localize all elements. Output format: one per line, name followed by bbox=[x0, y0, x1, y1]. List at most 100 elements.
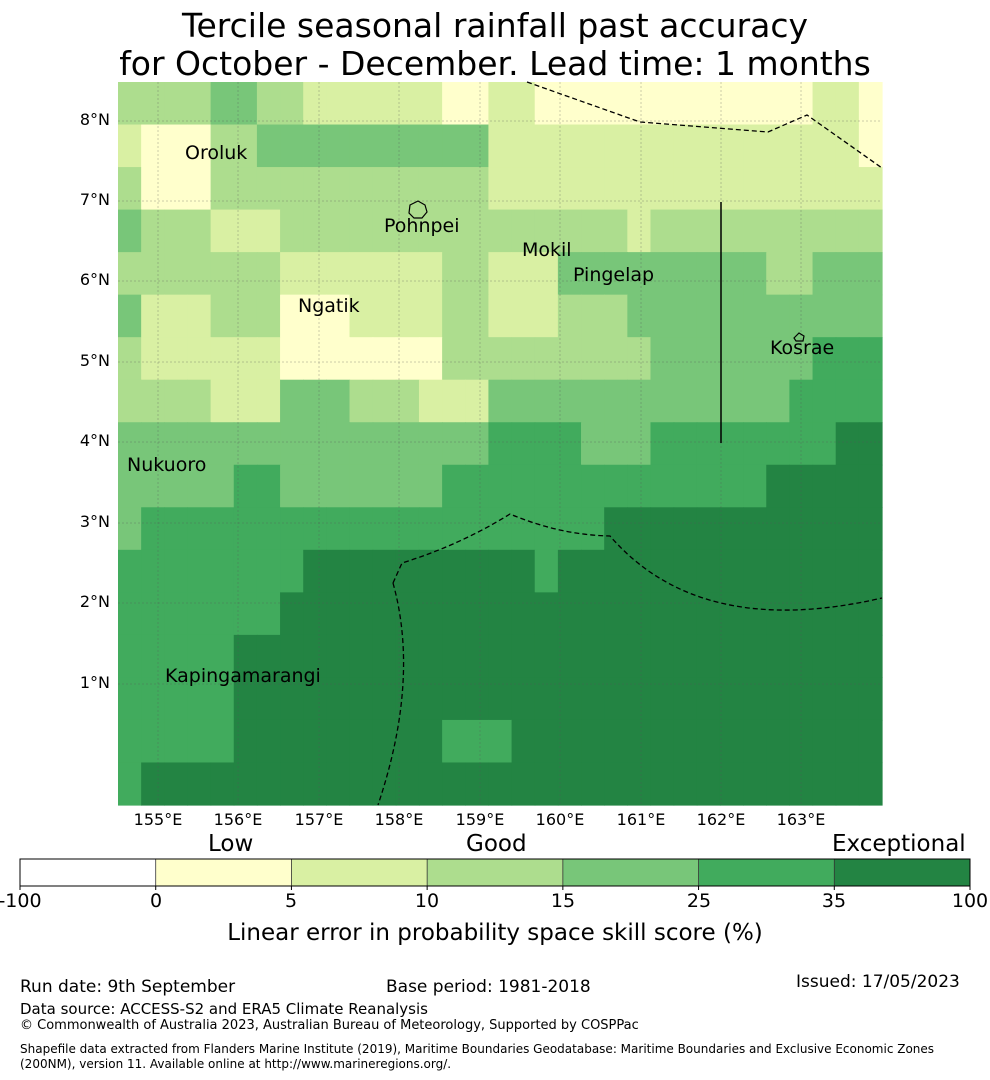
grid-cell bbox=[766, 634, 790, 679]
grid-cell bbox=[233, 719, 258, 764]
grid-cell bbox=[280, 762, 304, 806]
grid-cell bbox=[418, 634, 443, 679]
grid-cell bbox=[349, 464, 374, 508]
grid-cell bbox=[326, 634, 351, 679]
grid-cell bbox=[696, 634, 721, 679]
grid-cell bbox=[766, 379, 790, 423]
grid-cell bbox=[326, 549, 351, 593]
grid-cell bbox=[303, 209, 327, 253]
grid-cell bbox=[488, 634, 513, 679]
grid-cell bbox=[465, 422, 490, 466]
grid-cell bbox=[256, 677, 281, 721]
grid-cell bbox=[372, 592, 397, 636]
grid-cell bbox=[280, 252, 304, 296]
grid-cell bbox=[118, 167, 142, 211]
grid-cell bbox=[141, 82, 165, 126]
grid-cell bbox=[395, 167, 420, 211]
grid-cell bbox=[534, 252, 559, 296]
grid-cell bbox=[858, 379, 883, 423]
grid-cell bbox=[372, 124, 397, 168]
grid-cell bbox=[743, 719, 767, 764]
grid-cell bbox=[812, 294, 837, 338]
grid-cell bbox=[719, 379, 744, 423]
grid-cell bbox=[673, 252, 698, 296]
grid-cell bbox=[719, 719, 744, 764]
grid-cell bbox=[719, 82, 744, 126]
grid-cell bbox=[210, 507, 235, 551]
grid-cell bbox=[835, 337, 860, 381]
grid-cell bbox=[465, 507, 490, 551]
grid-cell bbox=[418, 549, 443, 593]
grid-cell bbox=[395, 634, 420, 679]
grid-cell bbox=[210, 167, 235, 211]
grid-cell bbox=[395, 379, 420, 423]
grid-cell bbox=[534, 677, 559, 721]
legend-tick-minus-100: -100 bbox=[0, 890, 42, 912]
grid-cell bbox=[673, 422, 698, 466]
legend-frame bbox=[19, 858, 971, 887]
grid-cell bbox=[118, 294, 142, 338]
grid-cell bbox=[511, 549, 536, 593]
grid-cell bbox=[118, 762, 142, 806]
grid-cell bbox=[581, 294, 605, 338]
grid-cell bbox=[812, 762, 837, 806]
legend-swatch bbox=[291, 859, 428, 886]
grid-cell bbox=[187, 209, 212, 253]
grid-cell bbox=[465, 634, 490, 679]
grid-cell bbox=[557, 464, 582, 508]
grid-cell bbox=[789, 124, 814, 168]
grid-cell bbox=[118, 634, 142, 679]
grid-cell bbox=[696, 592, 721, 636]
grid-cell bbox=[673, 464, 698, 508]
grid-cell bbox=[210, 592, 235, 636]
grid-cell bbox=[187, 677, 212, 721]
grid-cell bbox=[256, 422, 281, 466]
grid-cell bbox=[789, 507, 814, 551]
grid-cell bbox=[812, 379, 837, 423]
grid-cell bbox=[280, 507, 304, 551]
grid-cell bbox=[789, 592, 814, 636]
grid-cell bbox=[743, 294, 767, 338]
grid-cell bbox=[465, 167, 490, 211]
lon-label-156e: 156°E bbox=[213, 810, 263, 829]
grid-cell bbox=[511, 124, 536, 168]
grid-cell bbox=[650, 422, 675, 466]
legend-tick-100: 100 bbox=[951, 890, 989, 912]
grid-cell bbox=[650, 294, 675, 338]
grid-cell bbox=[627, 167, 652, 211]
grid-cell bbox=[766, 592, 790, 636]
lat-label-1n: 1°N bbox=[79, 673, 110, 692]
legend-swatch bbox=[427, 859, 563, 886]
grid-cell bbox=[743, 124, 767, 168]
grid-cell bbox=[442, 507, 466, 551]
grid-cell bbox=[418, 124, 443, 168]
grid-cell bbox=[627, 82, 652, 126]
grid-cell bbox=[118, 124, 142, 168]
grid-cell bbox=[743, 677, 767, 721]
grid-cell bbox=[395, 464, 420, 508]
grid-cell bbox=[442, 592, 466, 636]
grid-cell bbox=[141, 379, 165, 423]
issued-date: Issued: 17/05/2023 bbox=[796, 972, 960, 992]
grid-cell bbox=[789, 464, 814, 508]
grid-cell bbox=[210, 252, 235, 296]
grid-cell bbox=[280, 634, 304, 679]
grid-cell bbox=[789, 294, 814, 338]
grid-cell bbox=[164, 464, 189, 508]
grid-cell bbox=[326, 209, 351, 253]
grid-cell bbox=[858, 422, 883, 466]
grid-cell bbox=[280, 337, 304, 381]
grid-cell bbox=[280, 719, 304, 764]
grid-cell bbox=[812, 167, 837, 211]
grid-cell bbox=[442, 82, 466, 126]
grid-cell bbox=[789, 549, 814, 593]
grid-cell bbox=[581, 124, 605, 168]
grid-cell bbox=[743, 549, 767, 593]
grid-cell bbox=[349, 592, 374, 636]
legend-tick-35: 35 bbox=[821, 890, 847, 912]
grid-cell bbox=[696, 209, 721, 253]
grid-cell bbox=[719, 762, 744, 806]
grid-cell bbox=[349, 549, 374, 593]
grid-cell bbox=[210, 379, 235, 423]
grid-cell bbox=[442, 209, 466, 253]
